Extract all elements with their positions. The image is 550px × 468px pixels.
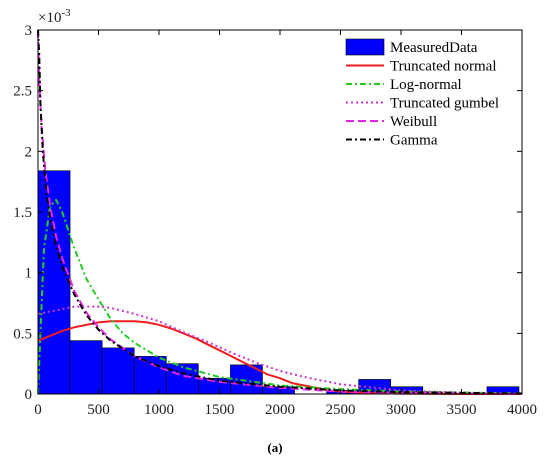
y-multiplier: ×10-3 <box>38 7 71 26</box>
legend-label-truncated-normal: Truncated normal <box>390 59 497 75</box>
legend-label-truncated-gumbel: Truncated gumbel <box>390 96 499 112</box>
legend: MeasuredData Truncated normal Log-normal Tr… <box>345 38 499 149</box>
histogram-bar <box>262 386 295 395</box>
y-tick-label: 0 <box>25 387 33 403</box>
x-tick-label: 1500 <box>205 402 235 418</box>
y-tick-label: 1.5 <box>13 205 32 221</box>
curve-weibull <box>37 29 523 395</box>
y-multiplier-base: ×10 <box>38 10 61 26</box>
x-tick-label: 3000 <box>386 402 416 418</box>
curve-truncated-gumbel <box>37 305 523 395</box>
legend-label-weibull: Weibull <box>390 114 437 130</box>
legend-label-log-normal: Log-normal <box>390 77 462 93</box>
histogram-bar <box>165 363 199 395</box>
y-multiplier-exponent: -3 <box>61 7 71 19</box>
y-tick-label: 3 <box>25 23 33 39</box>
y-axis-ticks: 0 0.5 1 1.5 2 2.5 3 <box>13 23 522 403</box>
histogram-bars <box>37 170 520 395</box>
curve-gamma <box>37 29 523 395</box>
x-tick-label: 0 <box>34 402 42 418</box>
figure-caption: (a) <box>0 440 550 456</box>
y-tick-label: 0.5 <box>13 326 32 342</box>
histogram-bar <box>101 347 135 395</box>
x-axis-ticks: 0 500 1000 1500 2000 2500 3000 3500 4000 <box>34 30 537 418</box>
y-tick-label: 2.5 <box>13 84 32 100</box>
x-tick-label: 2500 <box>326 402 356 418</box>
y-tick-label: 1 <box>25 266 33 282</box>
y-tick-label: 2 <box>25 144 33 160</box>
legend-swatch-measureddata <box>345 38 385 56</box>
x-tick-label: 1000 <box>144 402 174 418</box>
x-tick-label: 3500 <box>447 402 477 418</box>
curve-log-normal <box>37 198 523 395</box>
legend-label-gamma: Gamma <box>390 133 438 149</box>
plot-area <box>38 30 522 394</box>
x-tick-label: 2000 <box>265 402 295 418</box>
caption-label: (a) <box>267 440 283 455</box>
chart: 0 500 1000 1500 2000 2500 3000 3500 4000 0 0.5 1 1.… <box>13 7 537 418</box>
fit-curves <box>37 29 523 395</box>
legend-label-measureddata: MeasuredData <box>390 40 478 56</box>
histogram-bar <box>69 340 103 395</box>
x-tick-label: 500 <box>87 402 110 418</box>
histogram-bar <box>37 170 71 395</box>
x-tick-label: 4000 <box>507 402 537 418</box>
